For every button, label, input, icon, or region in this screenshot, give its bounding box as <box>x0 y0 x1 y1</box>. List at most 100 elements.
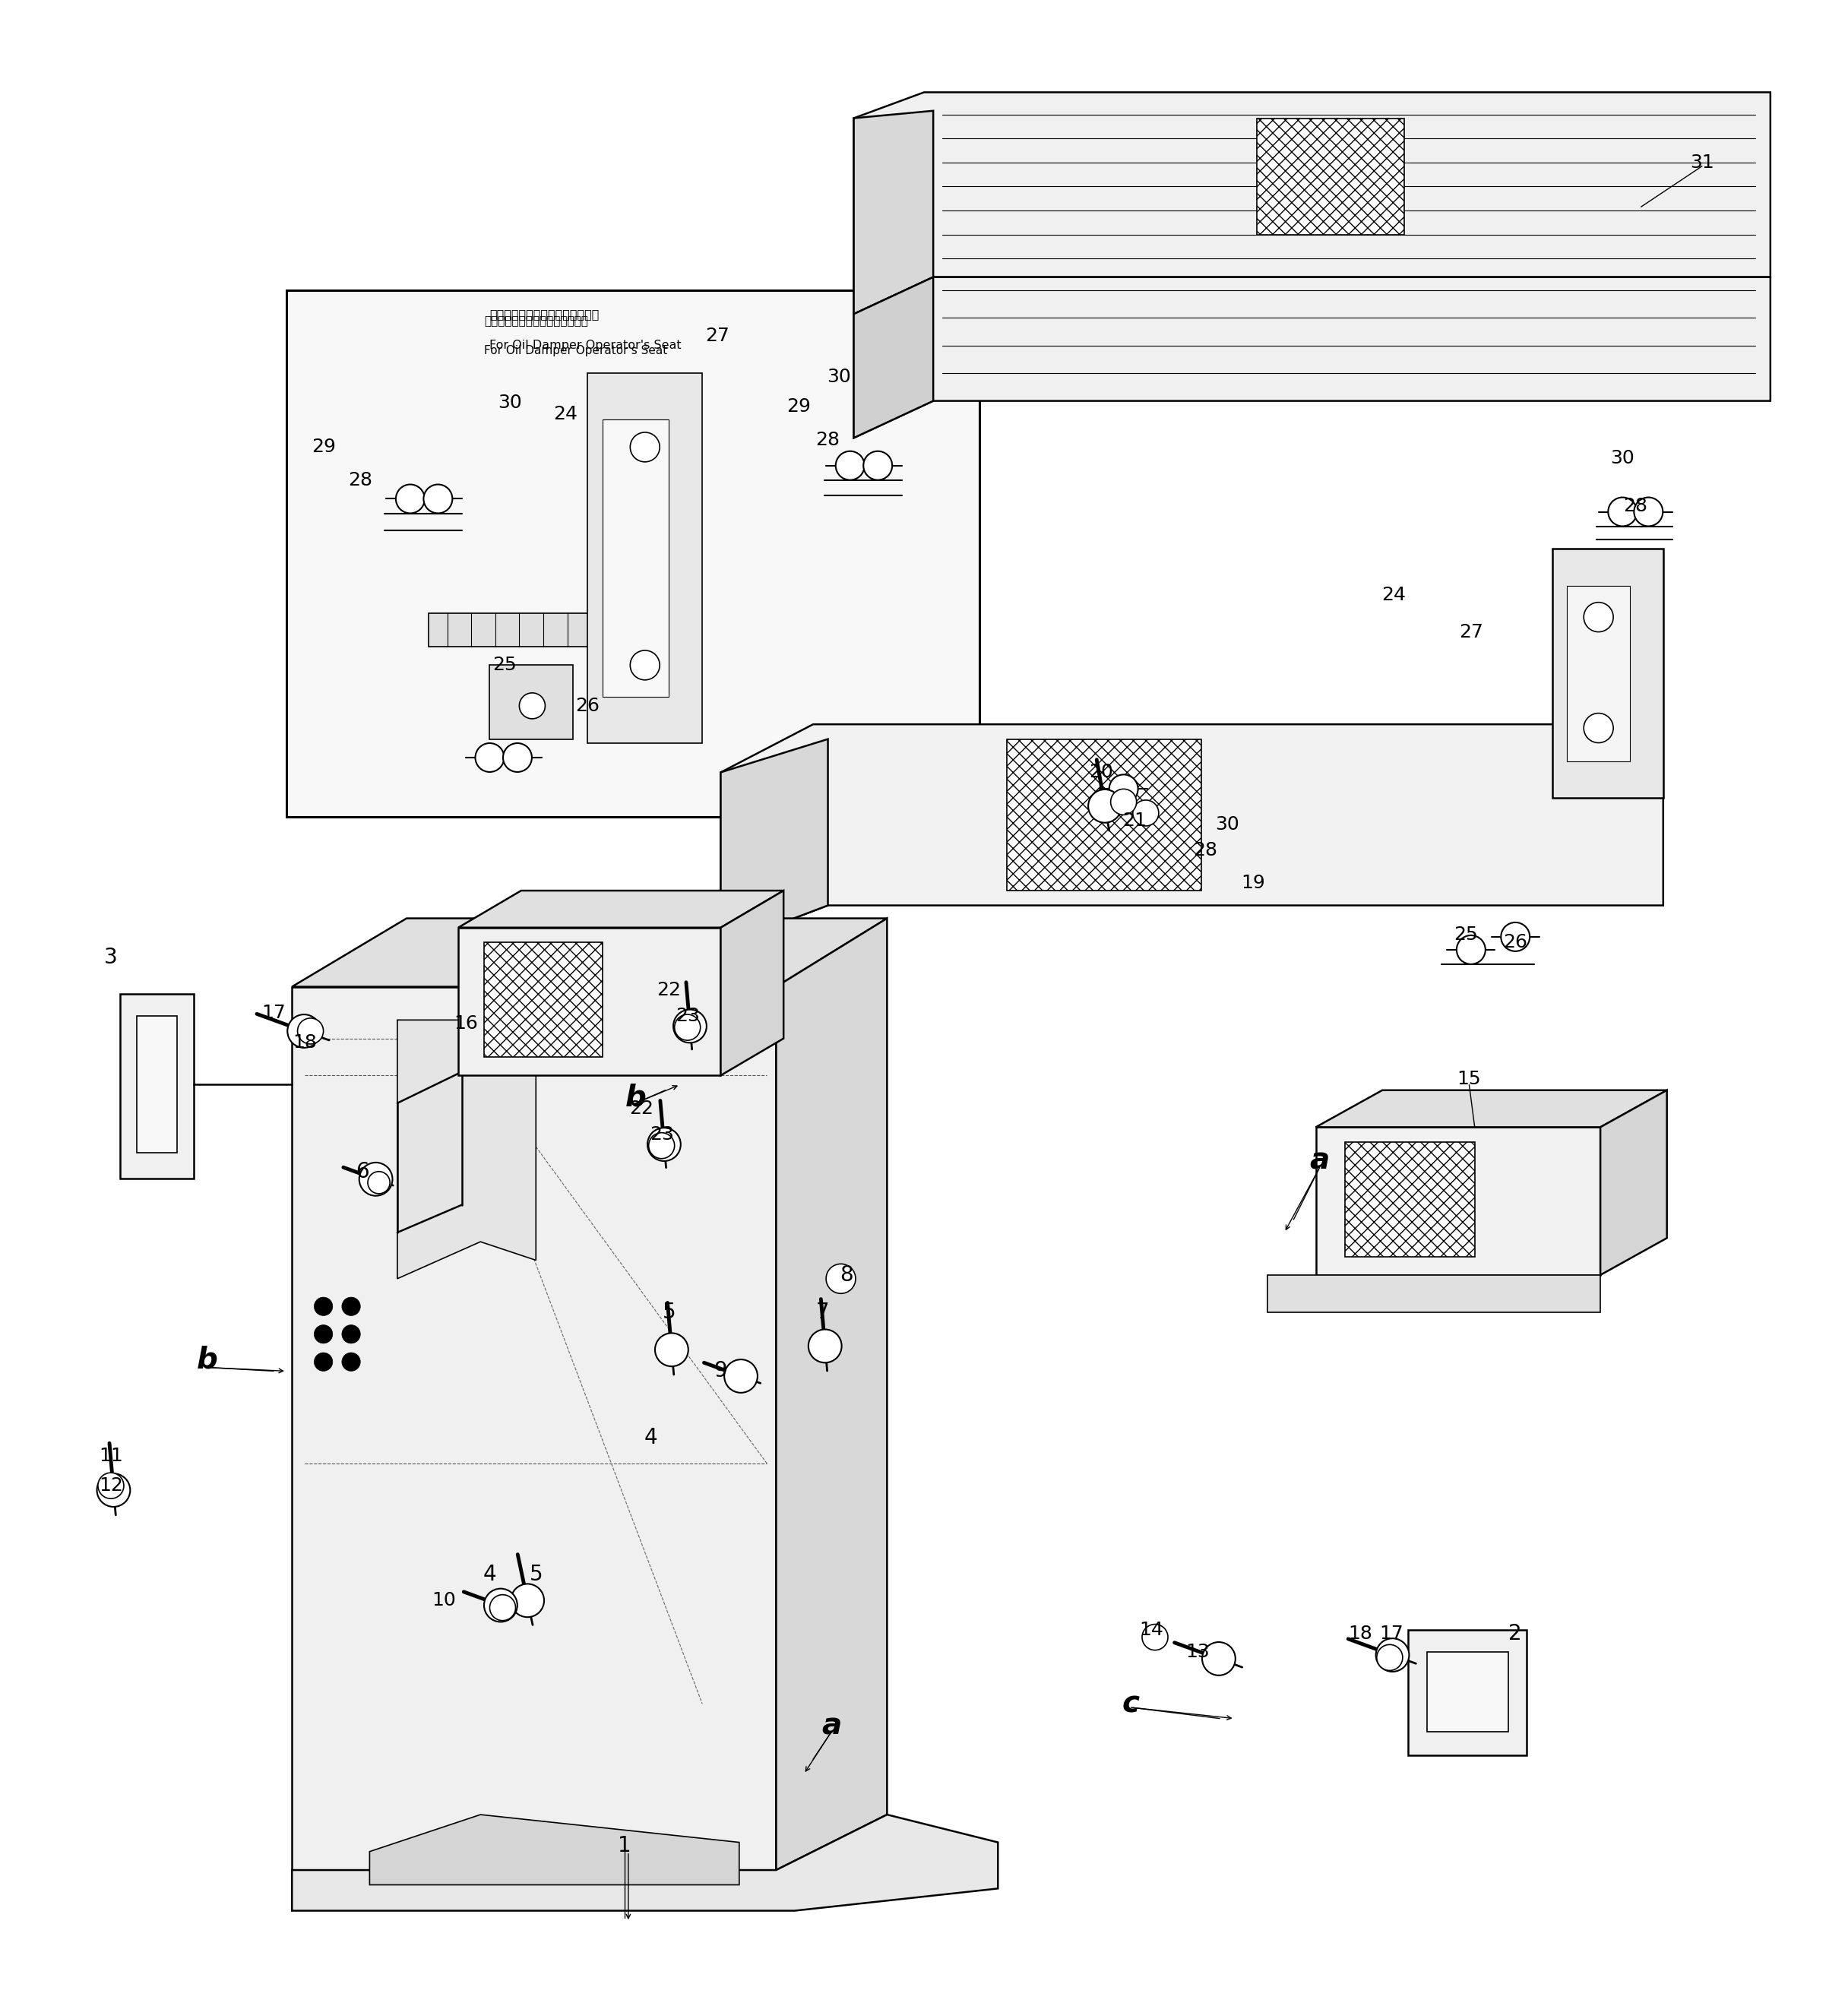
Polygon shape <box>776 917 887 1871</box>
Text: 3: 3 <box>103 947 118 967</box>
Text: 6: 6 <box>355 1162 370 1182</box>
Circle shape <box>649 1134 675 1158</box>
Text: 28: 28 <box>347 471 373 489</box>
Circle shape <box>673 1010 706 1044</box>
Circle shape <box>863 451 893 481</box>
Text: 17: 17 <box>261 1004 286 1022</box>
Text: 20: 20 <box>1088 763 1114 781</box>
Circle shape <box>519 693 545 719</box>
Polygon shape <box>1427 1652 1508 1731</box>
Polygon shape <box>1257 118 1404 234</box>
Polygon shape <box>1316 1090 1667 1128</box>
Polygon shape <box>292 987 776 1871</box>
Circle shape <box>298 1018 323 1044</box>
Circle shape <box>1109 775 1138 803</box>
Circle shape <box>98 1472 124 1498</box>
Polygon shape <box>1567 585 1630 761</box>
Text: For Oil Damper Operator's Seat: For Oil Damper Operator's Seat <box>484 345 667 357</box>
Circle shape <box>1608 497 1637 527</box>
Polygon shape <box>854 276 1770 439</box>
Polygon shape <box>1316 1128 1600 1276</box>
Circle shape <box>503 743 532 771</box>
Circle shape <box>1584 713 1613 743</box>
Text: b: b <box>196 1346 218 1374</box>
Circle shape <box>490 1594 516 1620</box>
Text: 12: 12 <box>98 1476 124 1494</box>
Text: 28: 28 <box>815 431 841 449</box>
Text: 10: 10 <box>431 1590 456 1608</box>
Text: 29: 29 <box>785 397 811 415</box>
Polygon shape <box>292 1815 998 1911</box>
Polygon shape <box>721 891 784 1076</box>
Text: 8: 8 <box>839 1264 854 1286</box>
Text: オイルダンパオペレータシート用: オイルダンパオペレータシート用 <box>484 316 588 326</box>
Circle shape <box>1111 789 1137 815</box>
Text: 18: 18 <box>292 1034 318 1052</box>
Polygon shape <box>854 276 933 439</box>
Circle shape <box>1634 497 1663 527</box>
Circle shape <box>342 1324 360 1344</box>
Circle shape <box>1203 1642 1236 1675</box>
Polygon shape <box>137 1016 177 1154</box>
Polygon shape <box>854 92 1770 314</box>
Text: 25: 25 <box>492 657 517 675</box>
Circle shape <box>314 1352 333 1372</box>
Polygon shape <box>286 290 979 817</box>
Text: 4: 4 <box>643 1426 658 1448</box>
Text: 9: 9 <box>713 1360 728 1382</box>
Circle shape <box>510 1584 543 1616</box>
Circle shape <box>314 1324 333 1344</box>
Circle shape <box>342 1352 360 1372</box>
Text: 30: 30 <box>1610 449 1635 467</box>
Polygon shape <box>370 1815 739 1885</box>
Circle shape <box>342 1298 360 1316</box>
Text: 25: 25 <box>1453 925 1478 943</box>
Text: 30: 30 <box>826 369 852 387</box>
Text: 27: 27 <box>704 326 730 345</box>
Text: a: a <box>822 1711 841 1741</box>
Text: 13: 13 <box>1185 1642 1210 1660</box>
Circle shape <box>1501 923 1530 951</box>
Circle shape <box>1088 789 1122 823</box>
Polygon shape <box>721 725 1663 945</box>
Text: b: b <box>625 1084 647 1112</box>
Text: 2: 2 <box>1508 1622 1523 1644</box>
Text: 19: 19 <box>1240 873 1266 893</box>
Text: c: c <box>1122 1689 1140 1719</box>
Polygon shape <box>1552 549 1663 799</box>
Polygon shape <box>721 739 828 945</box>
Polygon shape <box>588 373 702 743</box>
Text: 26: 26 <box>1502 933 1528 951</box>
Polygon shape <box>602 419 669 697</box>
Text: 24: 24 <box>553 405 578 423</box>
Circle shape <box>1377 1638 1410 1673</box>
Text: 29: 29 <box>310 439 336 457</box>
Circle shape <box>423 485 453 513</box>
Circle shape <box>724 1360 758 1392</box>
Polygon shape <box>1007 739 1201 891</box>
Circle shape <box>96 1474 129 1506</box>
Circle shape <box>395 485 425 513</box>
Circle shape <box>654 1334 687 1366</box>
Circle shape <box>1584 603 1613 631</box>
Circle shape <box>826 1264 856 1294</box>
Text: 24: 24 <box>1380 585 1406 605</box>
Circle shape <box>484 1588 517 1622</box>
Polygon shape <box>1600 1090 1667 1276</box>
Text: 22: 22 <box>628 1100 654 1118</box>
Text: 5: 5 <box>529 1564 543 1584</box>
Text: 28: 28 <box>1192 841 1218 859</box>
Text: 14: 14 <box>1138 1620 1164 1638</box>
Circle shape <box>630 433 660 463</box>
Polygon shape <box>854 110 933 314</box>
Circle shape <box>475 743 505 771</box>
Text: 26: 26 <box>575 697 601 715</box>
Text: 16: 16 <box>453 1016 479 1034</box>
Text: 23: 23 <box>649 1126 675 1144</box>
Circle shape <box>288 1014 322 1048</box>
Text: オイルダンパオペレータシート用: オイルダンパオペレータシート用 <box>490 308 599 320</box>
Text: 7: 7 <box>815 1302 830 1322</box>
Circle shape <box>675 1014 700 1040</box>
Text: a: a <box>1310 1146 1329 1176</box>
Circle shape <box>835 451 865 481</box>
